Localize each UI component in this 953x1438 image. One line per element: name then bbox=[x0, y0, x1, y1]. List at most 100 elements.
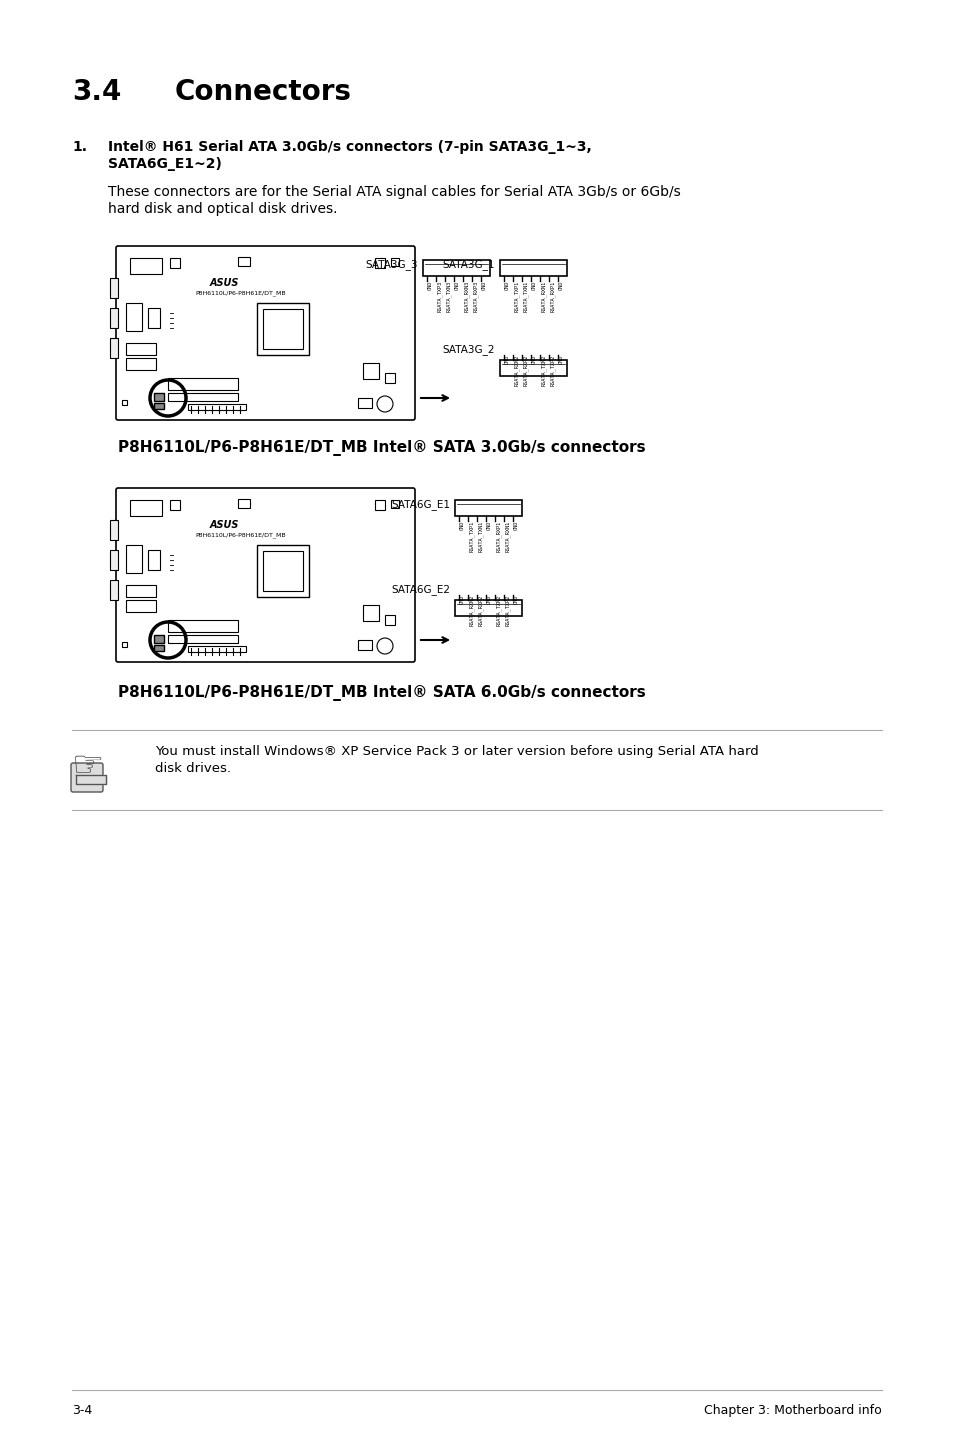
Bar bbox=[385, 615, 395, 626]
Bar bbox=[422, 260, 490, 276]
Text: GND: GND bbox=[558, 280, 563, 290]
Text: GND: GND bbox=[514, 595, 518, 604]
FancyBboxPatch shape bbox=[116, 246, 415, 420]
Text: GND: GND bbox=[532, 280, 537, 290]
Text: Intel® H61 Serial ATA 3.0Gb/s connectors (7-pin SATA3G_1~3,: Intel® H61 Serial ATA 3.0Gb/s connectors… bbox=[108, 139, 591, 154]
Text: RSATA_RXP1: RSATA_RXP1 bbox=[496, 521, 501, 552]
Text: GND: GND bbox=[504, 280, 510, 290]
Bar bbox=[170, 500, 180, 510]
Bar bbox=[188, 646, 246, 651]
Bar bbox=[126, 344, 156, 355]
Text: GND: GND bbox=[486, 521, 492, 531]
Bar bbox=[153, 393, 164, 401]
Bar bbox=[110, 521, 118, 541]
Bar bbox=[357, 640, 372, 650]
Text: 3.4: 3.4 bbox=[71, 78, 121, 106]
Bar bbox=[499, 360, 566, 375]
Text: Connectors: Connectors bbox=[174, 78, 352, 106]
Bar bbox=[168, 636, 237, 643]
Bar bbox=[455, 600, 521, 615]
Text: RSATA_TXP2: RSATA_TXP2 bbox=[504, 595, 510, 627]
Text: P8H6110L/P6-P8H61E/DT_MB: P8H6110L/P6-P8H61E/DT_MB bbox=[194, 532, 285, 538]
Text: RSATA_TXP1: RSATA_TXP1 bbox=[469, 521, 474, 552]
Bar bbox=[263, 309, 303, 349]
Bar bbox=[385, 372, 395, 383]
Text: RSATA_RXN1: RSATA_RXN1 bbox=[540, 280, 546, 312]
Text: disk drives.: disk drives. bbox=[154, 762, 231, 775]
Bar bbox=[126, 600, 156, 613]
Text: GND: GND bbox=[459, 595, 464, 604]
Text: RSATA_TXN1: RSATA_TXN1 bbox=[477, 521, 483, 552]
Bar bbox=[363, 605, 378, 621]
FancyBboxPatch shape bbox=[116, 487, 415, 661]
Text: RSATA_TXP3: RSATA_TXP3 bbox=[436, 280, 442, 312]
Polygon shape bbox=[76, 775, 106, 784]
Text: 1.: 1. bbox=[71, 139, 87, 154]
Text: RSATA_RXP2: RSATA_RXP2 bbox=[477, 595, 483, 627]
Text: RSATA_TXN1: RSATA_TXN1 bbox=[522, 280, 528, 312]
Text: RSATA_TXN3: RSATA_TXN3 bbox=[446, 280, 451, 312]
Bar bbox=[375, 500, 385, 510]
Bar bbox=[256, 545, 309, 597]
Bar bbox=[126, 585, 156, 597]
Text: P8H6110L/P6-P8H61E/DT_MB: P8H6110L/P6-P8H61E/DT_MB bbox=[194, 290, 285, 296]
Bar bbox=[130, 500, 162, 516]
Bar bbox=[110, 338, 118, 358]
Bar bbox=[256, 303, 309, 355]
Bar bbox=[357, 398, 372, 408]
Bar bbox=[110, 308, 118, 328]
Text: ASUS: ASUS bbox=[210, 278, 239, 288]
Text: RSATA_TXN2: RSATA_TXN2 bbox=[496, 595, 501, 627]
Text: ASUS: ASUS bbox=[210, 521, 239, 531]
Text: RSATA_TXN2: RSATA_TXN2 bbox=[540, 355, 546, 387]
Text: RSATA_RXP1: RSATA_RXP1 bbox=[550, 280, 555, 312]
Bar bbox=[126, 545, 142, 572]
Text: GND: GND bbox=[428, 280, 433, 290]
Text: These connectors are for the Serial ATA signal cables for Serial ATA 3Gb/s or 6G: These connectors are for the Serial ATA … bbox=[108, 186, 680, 198]
Text: GND: GND bbox=[504, 355, 510, 364]
Bar bbox=[375, 257, 385, 267]
Bar bbox=[148, 308, 160, 328]
Bar bbox=[168, 393, 237, 401]
Text: P8H6110L/P6-P8H61E/DT_MB Intel® SATA 3.0Gb/s connectors: P8H6110L/P6-P8H61E/DT_MB Intel® SATA 3.0… bbox=[118, 440, 645, 456]
Bar bbox=[499, 260, 566, 276]
Bar bbox=[391, 257, 398, 266]
Bar bbox=[263, 551, 303, 591]
Bar bbox=[110, 278, 118, 298]
Text: You must install Windows® XP Service Pack 3 or later version before using Serial: You must install Windows® XP Service Pac… bbox=[154, 745, 758, 758]
Bar bbox=[391, 500, 398, 508]
Text: SATA6G_E2: SATA6G_E2 bbox=[391, 584, 450, 595]
Text: ☞: ☞ bbox=[71, 748, 104, 782]
Bar bbox=[110, 549, 118, 569]
Text: RSATA_TXP2: RSATA_TXP2 bbox=[550, 355, 555, 387]
Bar bbox=[168, 378, 237, 390]
Bar bbox=[126, 303, 142, 331]
Bar bbox=[237, 257, 250, 266]
Text: RSATA_TXP1: RSATA_TXP1 bbox=[514, 280, 519, 312]
Text: Chapter 3: Motherboard info: Chapter 3: Motherboard info bbox=[703, 1403, 882, 1416]
Text: GND: GND bbox=[486, 595, 492, 604]
Bar bbox=[168, 620, 237, 631]
Text: RSATA_RXP3: RSATA_RXP3 bbox=[473, 280, 478, 312]
Bar bbox=[188, 404, 246, 410]
Bar bbox=[130, 257, 162, 275]
Bar bbox=[153, 403, 164, 408]
Text: 3-4: 3-4 bbox=[71, 1403, 92, 1416]
Text: SATA6G_E1~2): SATA6G_E1~2) bbox=[108, 157, 222, 171]
Bar bbox=[122, 641, 127, 647]
Text: GND: GND bbox=[455, 280, 459, 290]
Text: GND: GND bbox=[481, 280, 486, 290]
Bar bbox=[122, 400, 127, 406]
Bar bbox=[153, 646, 164, 651]
Text: hard disk and optical disk drives.: hard disk and optical disk drives. bbox=[108, 201, 337, 216]
Text: GND: GND bbox=[558, 355, 563, 364]
Bar bbox=[126, 358, 156, 370]
Text: RSATA_RXN1: RSATA_RXN1 bbox=[504, 521, 510, 552]
Text: GND: GND bbox=[514, 521, 518, 531]
Bar bbox=[237, 499, 250, 508]
Text: GND: GND bbox=[459, 521, 464, 531]
Text: RSATA_RXN2: RSATA_RXN2 bbox=[514, 355, 519, 387]
Text: SATA3G_2: SATA3G_2 bbox=[442, 344, 495, 355]
Text: RSATA_RXN3: RSATA_RXN3 bbox=[463, 280, 469, 312]
Bar bbox=[363, 362, 378, 380]
